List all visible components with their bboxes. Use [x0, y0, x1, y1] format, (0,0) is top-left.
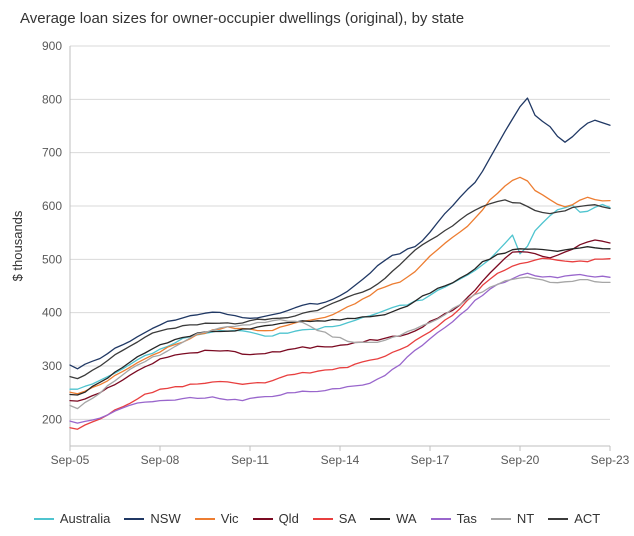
legend-swatch-icon: [370, 518, 390, 520]
legend-label: Tas: [457, 511, 477, 526]
y-tick-label: 300: [42, 359, 62, 373]
legend-label: Australia: [60, 511, 111, 526]
legend-item-qld: Qld: [253, 511, 299, 526]
legend-swatch-icon: [431, 518, 451, 520]
y-tick-label: 800: [42, 92, 62, 106]
legend-item-nsw: NSW: [124, 511, 180, 526]
y-tick-label: 600: [42, 199, 62, 213]
x-tick-label: Sep-14: [321, 453, 360, 467]
legend-swatch-icon: [195, 518, 215, 520]
y-tick-label: 200: [42, 412, 62, 426]
y-tick-label: 400: [42, 306, 62, 320]
legend-label: WA: [396, 511, 416, 526]
legend-label: NT: [517, 511, 534, 526]
series-wa: [70, 247, 610, 395]
legend-label: ACT: [574, 511, 600, 526]
y-tick-label: 500: [42, 252, 62, 266]
chart-svg: 200 300 400 500 600 700 800 900 $ thousands Sep-0…: [0, 36, 634, 486]
series-sa: [70, 258, 610, 429]
x-tick-label: Sep-11: [231, 453, 269, 467]
series-nsw: [70, 98, 610, 369]
legend-label: SA: [339, 511, 356, 526]
chart-title: Average loan sizes for owner-occupier dw…: [20, 10, 464, 27]
x-tick-label: Sep-23: [591, 453, 630, 467]
legend-swatch-icon: [313, 518, 333, 520]
legend-label: Qld: [279, 511, 299, 526]
legend-item-australia: Australia: [34, 511, 111, 526]
series-australia: [70, 205, 610, 390]
y-tick-label: 700: [42, 146, 62, 160]
legend-item-act: ACT: [548, 511, 600, 526]
legend-item-nt: NT: [491, 511, 534, 526]
x-tick-label: Sep-05: [51, 453, 90, 467]
legend-swatch-icon: [34, 518, 54, 520]
legend-label: Vic: [221, 511, 239, 526]
series-act: [70, 200, 610, 379]
legend-swatch-icon: [124, 518, 144, 520]
series-vic: [70, 177, 610, 393]
legend: Australia NSW Vic Qld SA WA Tas NT ACT: [0, 511, 634, 526]
y-tick-label: 900: [42, 39, 62, 53]
y-axis-label: $ thousands: [10, 210, 25, 281]
legend-label: NSW: [150, 511, 180, 526]
legend-swatch-icon: [548, 518, 568, 520]
legend-swatch-icon: [491, 518, 511, 520]
x-tick-label: Sep-17: [411, 453, 450, 467]
x-tick-label: Sep-20: [501, 453, 540, 467]
legend-item-sa: SA: [313, 511, 356, 526]
legend-item-tas: Tas: [431, 511, 477, 526]
legend-swatch-icon: [253, 518, 273, 520]
chart-container: Average loan sizes for owner-occupier dw…: [0, 0, 634, 536]
x-tick-label: Sep-08: [141, 453, 180, 467]
legend-item-wa: WA: [370, 511, 416, 526]
legend-item-vic: Vic: [195, 511, 239, 526]
